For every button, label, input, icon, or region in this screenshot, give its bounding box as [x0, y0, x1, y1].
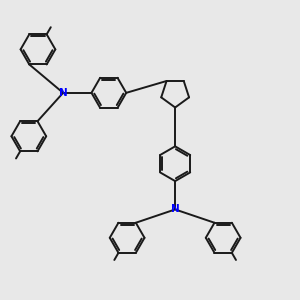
- Text: N: N: [59, 88, 68, 98]
- Text: N: N: [171, 204, 179, 214]
